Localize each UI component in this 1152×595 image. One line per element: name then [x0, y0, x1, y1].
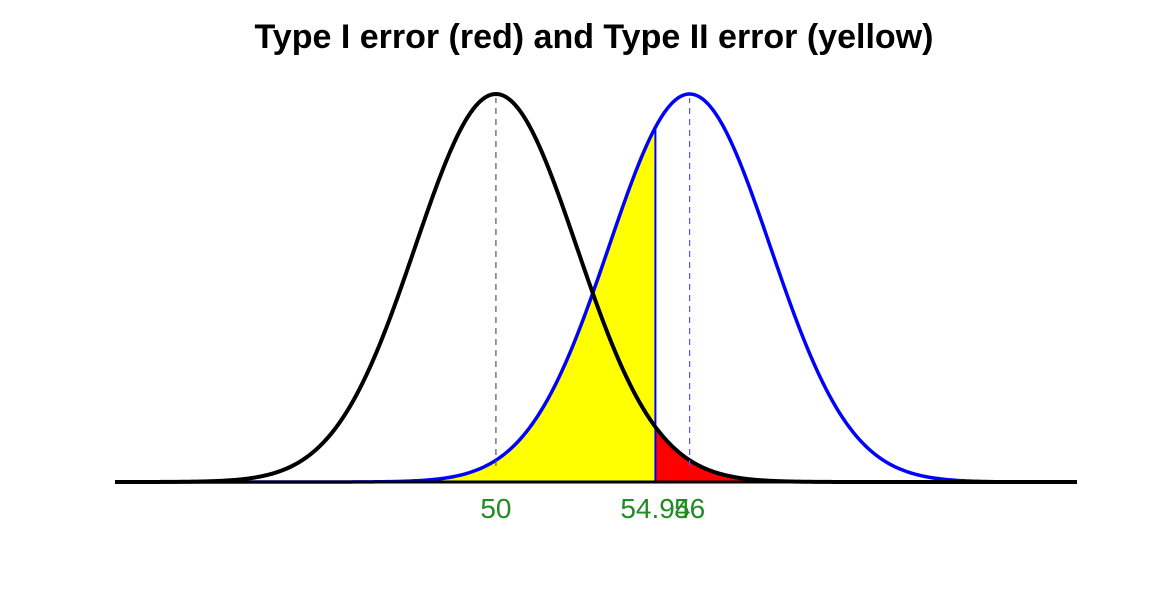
chart-title: Type I error (red) and Type II error (ye…	[254, 18, 934, 56]
type-i-error-region	[655, 426, 1077, 482]
type-ii-error-region	[115, 127, 656, 482]
tick-label-54-94: 54.94	[620, 493, 690, 524]
tick-label-50: 50	[480, 493, 511, 524]
tick-label-56: 56	[674, 493, 705, 524]
error-regions	[115, 127, 1077, 482]
